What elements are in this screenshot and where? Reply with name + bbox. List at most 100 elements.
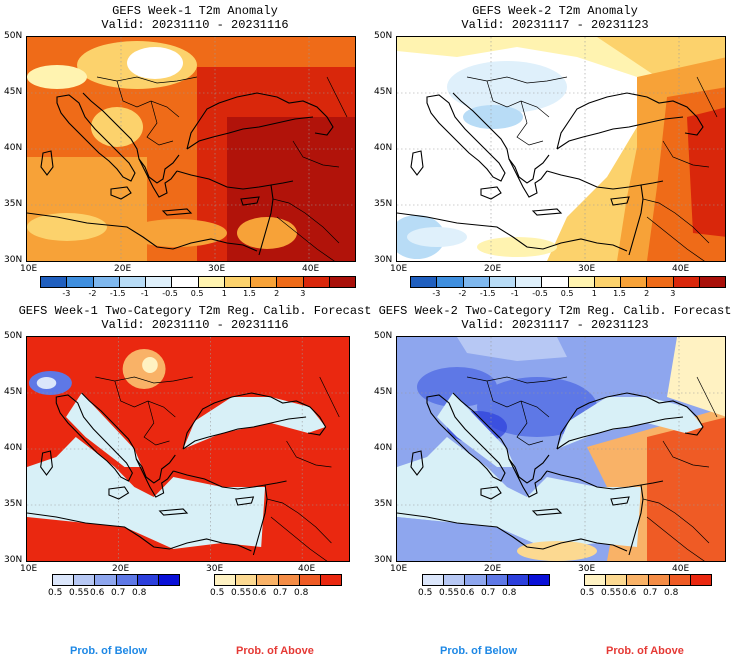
panel-week1-probability: GEFS Week-1 Two-Category T2m Reg. Calib.… xyxy=(0,300,371,662)
lon-label: 40E xyxy=(298,564,316,574)
prob-above-colorbar xyxy=(584,574,712,586)
colorbar-tick-label: 0.8 xyxy=(132,588,147,598)
lat-label: 45N xyxy=(374,387,393,397)
colorbar-swatch xyxy=(423,575,445,585)
lat-label: 45N xyxy=(4,387,23,397)
colorbar-tick-label: -2 xyxy=(458,289,467,298)
colorbar-swatch xyxy=(486,575,508,585)
probability-map-week2 xyxy=(396,336,726,562)
colorbar-tick-label: 3 xyxy=(300,289,306,298)
colorbar-swatch xyxy=(542,277,569,287)
panel-title: GEFS Week-1 T2m Anomaly xyxy=(112,4,278,18)
anomaly-colorbar xyxy=(410,276,726,288)
colorbar-tick-label: 0.7 xyxy=(481,588,496,598)
colorbar-swatch xyxy=(116,575,138,585)
lon-label: 30E xyxy=(578,564,596,574)
colorbar-swatch xyxy=(516,277,543,287)
colorbar-tick-label: -2 xyxy=(88,289,97,298)
colorbar-tick-label: 2 xyxy=(274,289,280,298)
colorbar-swatch xyxy=(690,575,712,585)
colorbar-tick-label: 0.6 xyxy=(90,588,105,598)
colorbar-swatch xyxy=(67,277,94,287)
lat-label: 45N xyxy=(374,87,393,97)
lat-label: 40N xyxy=(374,443,393,453)
colorbar-swatch xyxy=(257,575,279,585)
colorbar-tick-label: 0.7 xyxy=(273,588,288,598)
colorbar-swatch xyxy=(53,575,75,585)
lon-label: 30E xyxy=(208,264,226,274)
legend-prob-above: Prob. of Above xyxy=(236,645,314,657)
panel-valid-dates: Valid: 20231110 - 20231116 xyxy=(101,18,289,32)
colorbar-swatch xyxy=(568,277,595,287)
lat-label: 35N xyxy=(4,499,23,509)
colorbar-swatch xyxy=(93,277,120,287)
colorbar-swatch xyxy=(95,575,117,585)
lon-label: 10E xyxy=(20,564,38,574)
legend-prob-below: Prob. of Below xyxy=(440,645,517,657)
lon-label: 20E xyxy=(114,264,132,274)
colorbar-swatch xyxy=(224,277,251,287)
anomaly-map-week1 xyxy=(26,36,356,262)
colorbar-swatch xyxy=(507,575,529,585)
lat-label: 30N xyxy=(4,555,23,565)
colorbar-swatch xyxy=(278,575,300,585)
colorbar-tick-label: 0.5 xyxy=(48,588,63,598)
colorbar-tick-label: 1.5 xyxy=(243,289,256,298)
anomaly-colorbar xyxy=(40,276,356,288)
colorbar-swatch xyxy=(699,277,725,287)
colorbar-tick-label: 0.7 xyxy=(643,588,658,598)
colorbar-tick-label: -1.5 xyxy=(479,289,496,298)
lat-label: 50N xyxy=(374,31,393,41)
colorbar-swatch xyxy=(146,277,173,287)
colorbar-tick-label: 0.5 xyxy=(418,588,433,598)
lon-label: 20E xyxy=(112,564,130,574)
lon-label: 20E xyxy=(484,264,502,274)
colorbar-swatch xyxy=(463,277,490,287)
colorbar-swatch xyxy=(299,575,321,585)
colorbar-swatch xyxy=(606,575,628,585)
colorbar-tick-label: -1 xyxy=(140,289,149,298)
prob-below-colorbar xyxy=(422,574,550,586)
lon-label: 40E xyxy=(672,564,690,574)
lat-label: 35N xyxy=(374,499,393,509)
prob-above-colorbar xyxy=(214,574,342,586)
probability-map-week1 xyxy=(26,336,350,562)
colorbar-swatch xyxy=(329,277,355,287)
colorbar-swatch xyxy=(303,277,330,287)
panel-week1-anomaly: GEFS Week-1 T2m Anomaly Valid: 20231110 … xyxy=(0,0,370,300)
colorbar-swatch xyxy=(198,277,225,287)
prob-below-colorbar xyxy=(52,574,180,586)
panel-title: GEFS Week-2 Two-Category T2m Reg. Calib.… xyxy=(378,304,732,318)
colorbar-tick-label: 1 xyxy=(221,289,227,298)
colorbar-tick-label: 1.5 xyxy=(613,289,626,298)
colorbar-swatch xyxy=(137,575,159,585)
colorbar-swatch xyxy=(621,277,648,287)
lat-label: 35N xyxy=(4,199,23,209)
colorbar-swatch xyxy=(465,575,487,585)
colorbar-swatch xyxy=(648,575,670,585)
colorbar-tick-label: 0.7 xyxy=(111,588,126,598)
lon-label: 40E xyxy=(672,264,690,274)
colorbar-swatch xyxy=(647,277,674,287)
lat-label: 30N xyxy=(4,255,23,265)
panel-week2-anomaly: GEFS Week-2 T2m Anomaly Valid: 20231117 … xyxy=(370,0,740,300)
colorbar-tick-label: 0.8 xyxy=(502,588,517,598)
colorbar-swatch xyxy=(215,575,237,585)
colorbar-tick-label: 3 xyxy=(670,289,676,298)
lat-label: 50N xyxy=(4,31,23,41)
lat-label: 40N xyxy=(4,443,23,453)
colorbar-swatch xyxy=(489,277,516,287)
colorbar-tick-label: 2 xyxy=(644,289,650,298)
colorbar-tick-label: 0.5 xyxy=(190,289,204,298)
legend-prob-below: Prob. of Below xyxy=(70,645,147,657)
colorbar-swatch xyxy=(320,575,342,585)
lat-label: 30N xyxy=(374,255,393,265)
anomaly-map-week2 xyxy=(396,36,726,262)
lon-label: 10E xyxy=(390,564,408,574)
colorbar-swatch xyxy=(251,277,278,287)
panel-valid-dates: Valid: 20231117 - 20231123 xyxy=(461,18,649,32)
panel-valid-dates: Valid: 20231117 - 20231123 xyxy=(461,318,649,332)
colorbar-tick-label: -0.5 xyxy=(162,289,178,298)
colorbar-tick-label: -1 xyxy=(510,289,519,298)
panel-title: GEFS Week-1 Two-Category T2m Reg. Calib.… xyxy=(18,304,372,318)
